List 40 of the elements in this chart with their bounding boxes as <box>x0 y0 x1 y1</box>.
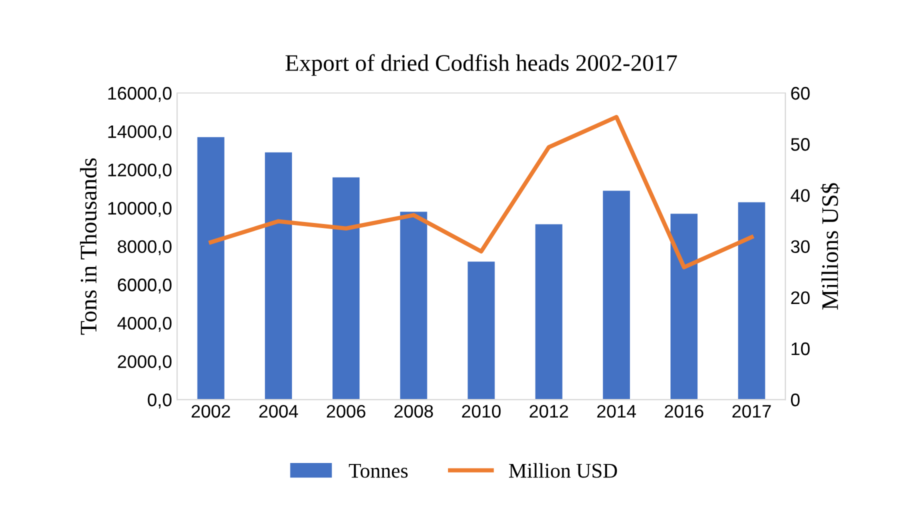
y2-tick-label: 50 <box>791 138 810 151</box>
bar <box>332 177 360 400</box>
y-tick-label: 4000,0 <box>117 316 172 332</box>
x-tick-label: 2008 <box>394 404 433 418</box>
y-tick-label: 10000,0 <box>108 202 172 217</box>
bar <box>602 190 630 400</box>
bar <box>197 137 224 400</box>
x-tick-label: 2012 <box>530 404 568 418</box>
y-tick-label: 6000,0 <box>118 278 172 294</box>
bar <box>264 152 292 400</box>
x-tick-label: 2017 <box>732 404 771 418</box>
x-tick-label: 2006 <box>326 404 366 418</box>
y-tick-label: 12000,0 <box>108 164 172 179</box>
y-tick-label: 8000,0 <box>118 240 172 256</box>
x-tick-label: 2016 <box>664 404 704 418</box>
x-tick-label: 2004 <box>259 404 298 418</box>
bar <box>738 202 766 400</box>
bar <box>535 224 562 400</box>
y2-tick-label: 40 <box>790 189 810 202</box>
y2-tick-label: 60 <box>791 86 810 100</box>
chart-title: Export of dried Codfish heads 2002-2017 <box>286 54 677 76</box>
line-series <box>208 114 754 270</box>
y-axis-title: Tons in Thousands <box>80 158 97 335</box>
y2-axis-title: Millions US$ <box>820 183 840 310</box>
y-tick-label: 16000,0 <box>108 86 172 102</box>
y-tick-label: 0,0 <box>148 394 172 408</box>
bar <box>468 262 495 400</box>
y2-tick-label: 20 <box>791 291 810 304</box>
y-tick-label: 2000,0 <box>118 355 172 370</box>
y2-tick-label: 10 <box>792 342 810 356</box>
legend-label: Tonnes <box>348 464 408 478</box>
legend-label: Million USD <box>509 463 617 478</box>
y-tick-label: 14000,0 <box>108 125 172 140</box>
y2-tick-label: 30 <box>790 240 810 254</box>
bar <box>400 212 428 400</box>
x-tick-label: 2002 <box>192 404 230 418</box>
x-tick-label: 2014 <box>597 404 636 418</box>
x-tick-label: 2010 <box>462 404 501 418</box>
bar <box>670 214 698 400</box>
y2-tick-label: 0 <box>790 394 800 406</box>
